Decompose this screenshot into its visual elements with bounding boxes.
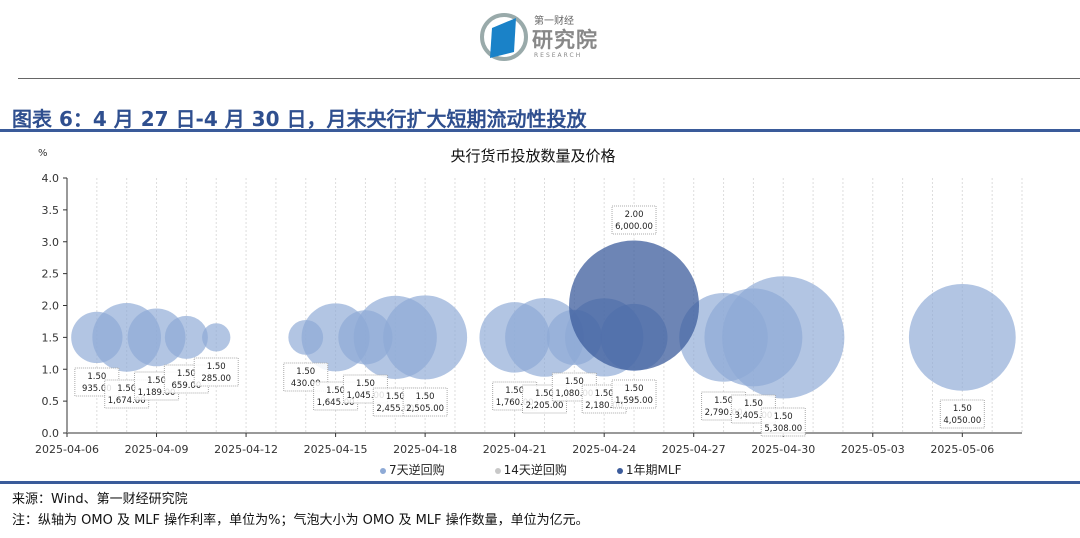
data-label-box: [939, 399, 985, 429]
data-label-amount: 285.00: [201, 374, 231, 384]
data-label-amount: 5,308.00: [764, 424, 802, 434]
data-label: 2.00 6,000.00: [611, 205, 657, 235]
data-label: 1.50 5,308.00: [760, 407, 806, 437]
header-divider: [18, 78, 1080, 79]
data-label-amount: 6,000.00: [615, 222, 653, 232]
data-label-amount: 659.00: [172, 381, 202, 391]
data-label: 1.50 285.00: [193, 357, 239, 387]
legend-dot-icon: [380, 467, 386, 474]
logo-text-small: 第一财经: [534, 16, 574, 27]
data-label-rate: 1.50: [207, 362, 226, 372]
data-label-rate: 1.50: [744, 399, 763, 409]
data-label-amount: 1,595.00: [615, 396, 653, 406]
data-label-amount: 2,205.00: [526, 401, 564, 411]
data-label-amount: 4,050.00: [943, 416, 981, 426]
y-tick-label: 4.0: [42, 172, 60, 185]
data-label-box: [611, 379, 657, 409]
data-label-amount: 2,790.00: [705, 408, 743, 418]
x-tick-label: 2025-05-06: [930, 443, 994, 456]
logo-mark-icon: [480, 13, 528, 61]
data-label-amount: 3,405.00: [734, 411, 772, 421]
source-text: 来源：Wind、第一财经研究院: [12, 492, 188, 507]
data-label-amount: 1,674.00: [108, 396, 146, 406]
data-label-amount: 1,645.00: [317, 398, 355, 408]
legend: 7天逆回购 14天逆回购 1年期MLF: [380, 461, 682, 478]
data-label-amount: 2,180.00: [585, 401, 623, 411]
y-tick-label: 1.5: [42, 331, 60, 344]
y-tick-label: 3.5: [42, 204, 60, 217]
x-tick-label: 2025-04-21: [483, 443, 547, 456]
data-label: 1.50 1,595.00: [611, 379, 657, 409]
x-tick-label: 2025-04-18: [393, 443, 457, 456]
data-label-rate: 1.50: [595, 389, 614, 399]
bubble: [722, 276, 845, 399]
data-label-rate: 1.50: [565, 377, 584, 387]
data-label: 1.50 4,050.00: [939, 399, 985, 429]
legend-dot-icon: [616, 467, 623, 474]
note-text: 注：纵轴为 OMO 及 MLF 操作利率，单位为%；气泡大小为 OMO 及 ML…: [12, 513, 589, 528]
x-tick-label: 2025-04-30: [751, 443, 815, 456]
data-label-rate: 1.50: [386, 392, 405, 402]
legend-dot-icon: [494, 467, 501, 474]
data-label-box: [760, 407, 806, 437]
y-tick-label: 1.0: [42, 363, 60, 376]
data-label-box: [193, 357, 239, 387]
y-tick-label: 2.5: [42, 268, 60, 281]
figure-title: 图表 6：4 月 27 日-4 月 30 日，月末央行扩大短期流动性投放: [12, 107, 587, 131]
data-label-amount: 1,760.00: [496, 398, 534, 408]
x-tick-label: 2025-04-15: [304, 443, 368, 456]
data-label-rate: 2.00: [625, 210, 644, 220]
data-label-amount: 1,189.00: [138, 388, 176, 398]
bubble: [908, 283, 1016, 391]
data-label-amount: 430.00: [291, 379, 321, 389]
chart-title: 央行货币投放数量及价格: [450, 147, 615, 165]
x-tick-label: 2025-04-27: [662, 443, 726, 456]
data-label-rate: 1.50: [356, 379, 375, 389]
bubble: [164, 315, 208, 359]
data-label-rate: 1.50: [416, 392, 435, 402]
x-tick-label: 2025-04-12: [214, 443, 278, 456]
legend-item-7d[interactable]: 7天逆回购: [380, 461, 445, 478]
x-tick-label: 2025-04-24: [572, 443, 636, 456]
data-label-rate: 1.50: [177, 369, 196, 379]
data-label-rate: 1.50: [296, 367, 315, 377]
data-label-rate: 1.50: [117, 384, 136, 394]
legend-item-mlf[interactable]: 1年期MLF: [616, 461, 682, 478]
logo-text-en: RESEARCH: [534, 52, 583, 59]
y-tick-label: 0.5: [42, 395, 60, 408]
y-tick-label: 2.0: [42, 300, 60, 313]
data-label-rate: 1.50: [714, 396, 733, 406]
data-label-rate: 1.50: [87, 372, 106, 382]
y-axis-label: %: [38, 148, 48, 159]
x-tick-label: 2025-05-03: [841, 443, 905, 456]
data-label-rate: 1.50: [774, 412, 793, 422]
data-label-rate: 1.50: [953, 404, 972, 414]
bubble: [569, 240, 700, 371]
bubble: [383, 295, 468, 380]
data-label-rate: 1.50: [625, 384, 644, 394]
logo-text-big: 研究院: [532, 28, 598, 52]
y-tick-label: 0.0: [42, 427, 60, 440]
title-rule: [0, 129, 1080, 132]
data-label-amount: 2,505.00: [406, 404, 444, 414]
data-label-rate: 1.50: [535, 389, 554, 399]
bubble: [202, 323, 231, 352]
data-label: 1.50 2,505.00: [402, 387, 448, 417]
data-label-rate: 1.50: [147, 376, 166, 386]
data-label-amount: 2,455.00: [376, 404, 414, 414]
legend-item-14d[interactable]: 14天逆回购: [494, 461, 567, 478]
data-label-box: [402, 387, 448, 417]
x-tick-label: 2025-04-09: [125, 443, 189, 456]
y-tick-label: 3.0: [42, 236, 60, 249]
x-tick-label: 2025-04-06: [35, 443, 99, 456]
data-label-amount: 935.00: [82, 384, 112, 394]
data-label-amount: 1,080.00: [555, 389, 593, 399]
data-label-amount: 1,045.00: [347, 391, 385, 401]
footer-rule: [0, 481, 1080, 484]
data-label-rate: 1.50: [326, 386, 345, 396]
data-label-box: [611, 205, 657, 235]
data-label-rate: 1.50: [505, 386, 524, 396]
